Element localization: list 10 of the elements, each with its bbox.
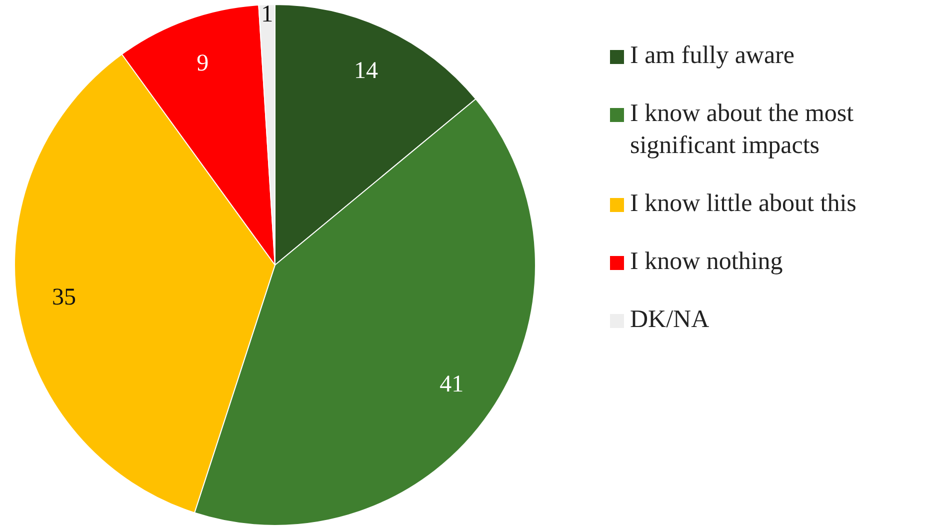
legend-label: I know nothing	[630, 247, 783, 277]
legend-label: I know about the most significant impacts	[630, 99, 855, 161]
data-label: 1	[261, 1, 274, 28]
data-label: 14	[354, 58, 378, 84]
data-label: 9	[196, 50, 209, 76]
data-label: 35	[52, 284, 76, 311]
data-label: 41	[440, 371, 464, 398]
legend-label: DK/NA	[630, 305, 710, 335]
legend-label: I am fully aware	[630, 41, 795, 71]
legend-label: I know little about this	[630, 189, 856, 219]
